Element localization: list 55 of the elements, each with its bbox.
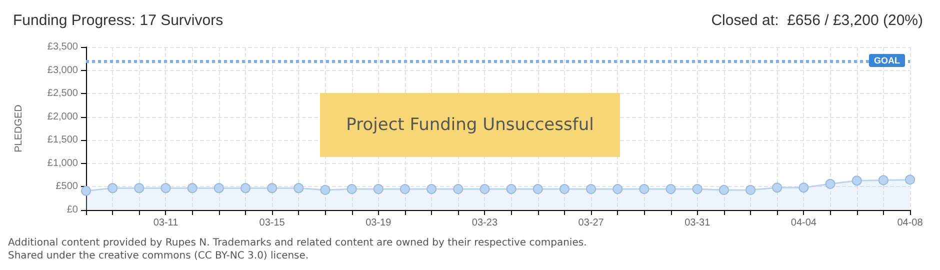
point	[320, 184, 330, 195]
point	[718, 184, 729, 195]
x-tick-label: 03-11	[153, 218, 179, 228]
chart-subtitle: Closed at: £656 / £3,200 (20%)	[711, 12, 924, 29]
point	[81, 186, 91, 196]
notice-box: Project Funding Unsuccessful	[320, 93, 620, 157]
y-tick-label: £1,000	[47, 158, 78, 169]
point	[798, 182, 809, 193]
point	[559, 184, 570, 194]
point	[772, 182, 782, 193]
point	[639, 184, 650, 194]
point	[506, 184, 516, 194]
x-tick-label: 03-31	[684, 218, 711, 228]
point	[346, 184, 357, 194]
point	[108, 183, 118, 194]
point	[426, 184, 437, 194]
x-tick-label: 03-23	[472, 218, 498, 228]
text: Additional content provided by Rupes N. Trademarks and related content are owned by their respective companies.	[8, 238, 587, 248]
point	[453, 184, 464, 194]
chart-title: Funding Progress: 17 Survivors	[13, 12, 224, 29]
point	[480, 184, 490, 194]
point	[692, 184, 702, 194]
y-tick-label: £2,500	[47, 88, 78, 100]
y-tick-label: £0	[66, 204, 78, 216]
y-tick-label: £3,500	[47, 42, 78, 52]
y-tick-label: £500	[56, 181, 78, 192]
point	[612, 184, 623, 194]
point	[214, 183, 224, 194]
x-tick-label: 03-19	[366, 218, 392, 228]
point	[187, 183, 198, 194]
point	[134, 183, 144, 194]
ref-line-label: GOAL	[874, 55, 900, 66]
point	[373, 184, 384, 194]
text: Shared under the creative commons (CC BY-NC 3.0) license.	[8, 250, 309, 262]
x-tick-label: 03-15	[259, 218, 286, 228]
point	[294, 183, 304, 194]
point	[267, 183, 278, 194]
point	[905, 174, 915, 185]
x-tick-label: 04-04	[790, 218, 817, 228]
point	[825, 178, 836, 189]
point	[852, 176, 862, 186]
point	[666, 184, 676, 194]
y-tick-label: £1,500	[47, 134, 78, 146]
point	[160, 183, 171, 194]
y-tick-label: £3,000	[47, 64, 78, 76]
point	[532, 184, 543, 194]
y-tick-label: £2,000	[47, 111, 78, 122]
point	[586, 184, 596, 194]
point	[400, 184, 410, 194]
point	[240, 183, 250, 194]
point	[746, 184, 756, 195]
point	[878, 175, 888, 186]
x-tick-label: 03-27	[578, 218, 604, 228]
y-axis-title: PLEDGED	[14, 104, 24, 152]
x-tick-label: 04-08	[897, 218, 924, 228]
